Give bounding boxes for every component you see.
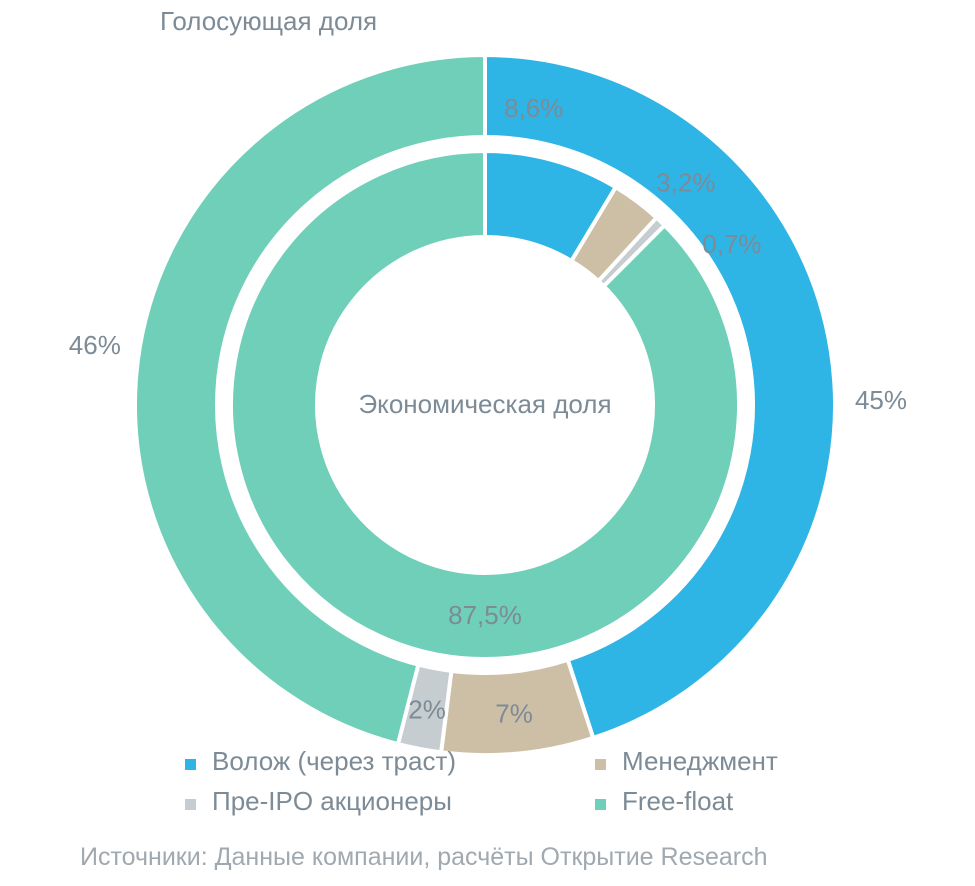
inner-ring-title: Экономическая доля <box>358 389 611 419</box>
pct-label-volozh: 45% <box>855 385 907 415</box>
outer-ring-title: Голосующая доля <box>160 6 377 36</box>
legend-swatch <box>595 759 606 770</box>
legend-swatch <box>185 799 196 810</box>
pct-label-freefloat: 87,5% <box>448 600 522 630</box>
legend-swatch <box>185 759 196 770</box>
source-attribution: Источники: Данные компании, расчёты Откр… <box>80 843 768 871</box>
pct-label-preipo: 2% <box>408 695 446 725</box>
pct-label-freefloat: 46% <box>69 330 121 360</box>
pct-label-mgmt: 7% <box>495 699 533 729</box>
legend-swatch <box>595 799 606 810</box>
legend-item-preipo: Пре-IPO акционеры <box>185 786 452 816</box>
pct-label-mgmt: 3,2% <box>656 168 715 198</box>
legend-label: Менеджмент <box>622 746 778 776</box>
pct-label-volozh: 8,6% <box>504 93 563 123</box>
legend-item-volozh: Волож (через траст) <box>185 746 456 776</box>
legend-item-freefloat: Free-float <box>595 786 734 816</box>
legend-label: Пре-IPO акционеры <box>212 786 452 816</box>
legend-label: Волож (через траст) <box>212 746 456 776</box>
legend-label: Free-float <box>622 786 734 816</box>
legend-item-mgmt: Менеджмент <box>595 746 778 776</box>
pct-label-preipo: 0,7% <box>702 229 761 259</box>
